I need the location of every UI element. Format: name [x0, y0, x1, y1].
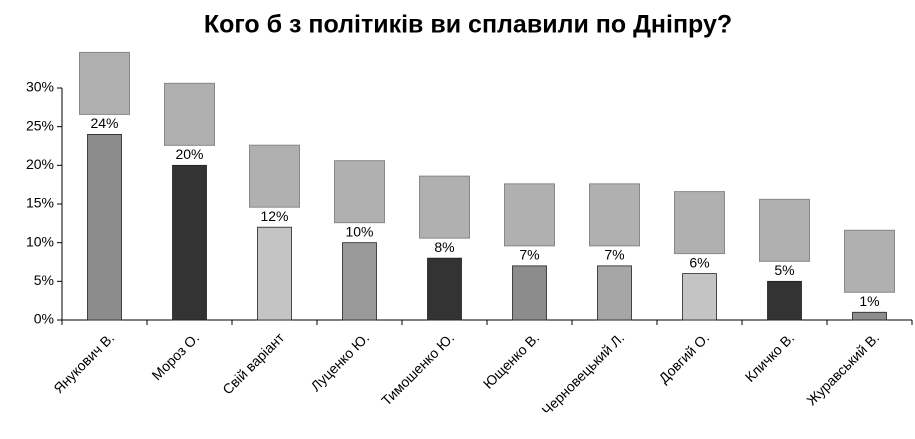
bar [598, 266, 632, 320]
bar [428, 258, 462, 320]
x-tick-label: Луценко Ю. [307, 329, 372, 394]
photo [760, 199, 810, 261]
value-label: 12% [260, 208, 288, 224]
y-tick-label: 25% [26, 117, 54, 133]
photo [505, 184, 555, 246]
value-label: 20% [175, 146, 203, 162]
photo [590, 184, 640, 246]
value-label: 7% [519, 247, 539, 263]
bar [173, 165, 207, 320]
x-tick-label: Ющенко В. [480, 329, 542, 391]
y-tick-label: 5% [34, 272, 54, 288]
y-tick-label: 15% [26, 195, 54, 211]
value-label: 1% [859, 293, 879, 309]
photo [675, 192, 725, 254]
x-tick-label: Черновецький Л. [538, 329, 627, 418]
y-tick-label: 10% [26, 233, 54, 249]
y-tick-label: 20% [26, 156, 54, 172]
photo [165, 83, 215, 145]
bar [683, 274, 717, 320]
x-tick-label: Мороз О. [148, 329, 202, 383]
photo [250, 145, 300, 207]
photo [420, 176, 470, 238]
photo [335, 161, 385, 223]
value-label: 7% [604, 247, 624, 263]
value-label: 5% [774, 262, 794, 278]
bar [768, 281, 802, 320]
x-tick-label: Тимошенко Ю. [378, 329, 457, 408]
x-tick-label: Довгий О. [655, 329, 712, 386]
value-label: 24% [90, 115, 118, 131]
y-tick-label: 0% [34, 311, 54, 327]
x-tick-label: Кличко В. [742, 329, 798, 385]
x-tick-label: Янукович В. [50, 329, 117, 396]
chart: Кого б з політиків ви сплавили по Дніпру… [0, 0, 915, 439]
bar [343, 243, 377, 320]
chart-title: Кого б з політиків ви сплавили по Дніпру… [204, 11, 732, 39]
bar [513, 266, 547, 320]
bar [88, 134, 122, 320]
bar [258, 227, 292, 320]
value-label: 8% [434, 239, 454, 255]
value-label: 10% [345, 223, 373, 239]
page: {"chart_data": {"type": "bar", "title": … [0, 0, 915, 439]
y-tick-label: 30% [26, 79, 54, 95]
x-tick-label: Журавський В. [803, 329, 882, 408]
bar [853, 312, 887, 320]
photo [845, 230, 895, 292]
x-tick-label: Свій варіант [219, 329, 287, 397]
photo [80, 52, 130, 114]
value-label: 6% [689, 254, 709, 270]
